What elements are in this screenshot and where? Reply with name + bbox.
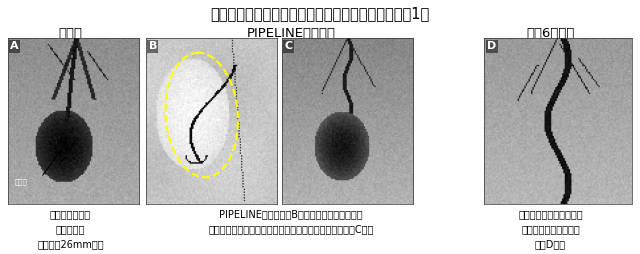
Text: 巨大脳動脈瘤に対するフローダイバーター留置術の1例: 巨大脳動脈瘤に対するフローダイバーター留置術の1例 [211, 6, 429, 21]
Text: D: D [488, 41, 497, 51]
Text: 動脈瘤: 動脈瘤 [15, 178, 28, 185]
Text: 瘤内への造影剤流入は減り、停滞するようになった（図C）。: 瘤内への造影剤流入は減り、停滞するようになった（図C）。 [209, 224, 374, 234]
Text: PIPELINE留置直後: PIPELINE留置直後 [246, 27, 336, 40]
Text: 治療6か月後: 治療6か月後 [526, 27, 575, 40]
Text: PIPELINEを留置（図B黄色破線円内）直後から: PIPELINEを留置（図B黄色破線円内）直後から [220, 210, 363, 219]
Text: C: C [284, 41, 292, 51]
Text: 治療前: 治療前 [58, 27, 83, 40]
Text: 複視の症状は完全消失、: 複視の症状は完全消失、 [518, 210, 582, 219]
Text: B: B [148, 41, 157, 51]
Text: 動脈瘤もほぼ消失した: 動脈瘤もほぼ消失した [521, 224, 580, 234]
Text: （最大径26mm）。: （最大径26mm）。 [37, 239, 104, 249]
Text: （図D）。: （図D）。 [535, 239, 566, 249]
Text: A: A [10, 41, 19, 51]
Text: 複視で発症した: 複視で発症した [50, 210, 91, 219]
Text: 内頸動脈瘤: 内頸動脈瘤 [56, 224, 85, 234]
